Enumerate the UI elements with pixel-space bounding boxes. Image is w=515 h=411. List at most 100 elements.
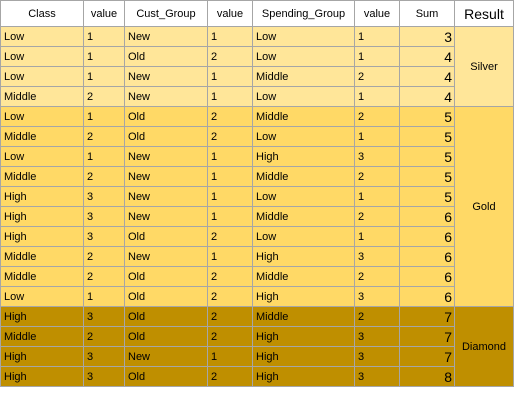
spending-group-cell[interactable]: Middle — [252, 306, 355, 327]
class-cell[interactable]: Middle — [0, 266, 84, 287]
cust-group-cell[interactable]: New — [124, 146, 208, 167]
cust-group-value-cell[interactable]: 2 — [207, 226, 253, 247]
cust-group-value-cell[interactable]: 1 — [207, 146, 253, 167]
cust-group-value-cell[interactable]: 2 — [207, 326, 253, 347]
spending-group-value-cell[interactable]: 3 — [354, 286, 400, 307]
cust-group-value-cell[interactable]: 2 — [207, 266, 253, 287]
spending-group-value-cell[interactable]: 1 — [354, 86, 400, 107]
cust-group-cell[interactable]: New — [124, 166, 208, 187]
cust-group-cell[interactable]: Old — [124, 326, 208, 347]
cust-group-value-cell[interactable]: 2 — [207, 106, 253, 127]
header-spending-group[interactable]: Spending_Group — [252, 0, 355, 27]
sum-cell[interactable]: 4 — [399, 66, 455, 87]
class-value-cell[interactable]: 3 — [83, 206, 125, 227]
class-cell[interactable]: Low — [0, 146, 84, 167]
cust-group-cell[interactable]: New — [124, 86, 208, 107]
result-cell-gold[interactable]: Gold — [454, 106, 514, 307]
cust-group-cell[interactable]: New — [124, 186, 208, 207]
header-class-value[interactable]: value — [83, 0, 125, 27]
class-value-cell[interactable]: 3 — [83, 346, 125, 367]
spending-group-value-cell[interactable]: 3 — [354, 346, 400, 367]
spending-group-cell[interactable]: High — [252, 146, 355, 167]
class-cell[interactable]: High — [0, 186, 84, 207]
spending-group-cell[interactable]: High — [252, 346, 355, 367]
spending-group-value-cell[interactable]: 1 — [354, 26, 400, 47]
cust-group-cell[interactable]: New — [124, 246, 208, 267]
cust-group-cell[interactable]: Old — [124, 366, 208, 387]
spending-group-value-cell[interactable]: 2 — [354, 166, 400, 187]
cust-group-value-cell[interactable]: 2 — [207, 126, 253, 147]
class-value-cell[interactable]: 3 — [83, 186, 125, 207]
class-value-cell[interactable]: 1 — [83, 46, 125, 67]
header-result[interactable]: Result — [454, 0, 514, 27]
spending-group-cell[interactable]: Low — [252, 226, 355, 247]
spending-group-cell[interactable]: High — [252, 366, 355, 387]
cust-group-value-cell[interactable]: 2 — [207, 286, 253, 307]
sum-cell[interactable]: 5 — [399, 166, 455, 187]
header-sum[interactable]: Sum — [399, 0, 455, 27]
spending-group-value-cell[interactable]: 1 — [354, 126, 400, 147]
sum-cell[interactable]: 7 — [399, 346, 455, 367]
spending-group-cell[interactable]: High — [252, 246, 355, 267]
class-value-cell[interactable]: 3 — [83, 306, 125, 327]
cust-group-value-cell[interactable]: 1 — [207, 186, 253, 207]
class-cell[interactable]: High — [0, 206, 84, 227]
cust-group-cell[interactable]: Old — [124, 106, 208, 127]
sum-cell[interactable]: 6 — [399, 246, 455, 267]
cust-group-value-cell[interactable]: 1 — [207, 246, 253, 267]
cust-group-value-cell[interactable]: 2 — [207, 306, 253, 327]
spending-group-cell[interactable]: Middle — [252, 66, 355, 87]
sum-cell[interactable]: 6 — [399, 286, 455, 307]
header-class[interactable]: Class — [0, 0, 84, 27]
sum-cell[interactable]: 6 — [399, 206, 455, 227]
sum-cell[interactable]: 5 — [399, 126, 455, 147]
spending-group-cell[interactable]: Low — [252, 46, 355, 67]
spending-group-cell[interactable]: Low — [252, 26, 355, 47]
class-value-cell[interactable]: 3 — [83, 226, 125, 247]
cust-group-value-cell[interactable]: 1 — [207, 26, 253, 47]
class-cell[interactable]: Low — [0, 26, 84, 47]
cust-group-cell[interactable]: New — [124, 26, 208, 47]
class-cell[interactable]: Low — [0, 66, 84, 87]
spending-group-value-cell[interactable]: 1 — [354, 226, 400, 247]
cust-group-value-cell[interactable]: 2 — [207, 46, 253, 67]
class-cell[interactable]: High — [0, 226, 84, 247]
class-cell[interactable]: Low — [0, 286, 84, 307]
sum-cell[interactable]: 7 — [399, 326, 455, 347]
class-value-cell[interactable]: 2 — [83, 326, 125, 347]
class-cell[interactable]: High — [0, 346, 84, 367]
class-value-cell[interactable]: 1 — [83, 106, 125, 127]
header-spending-group-value[interactable]: value — [354, 0, 400, 27]
class-value-cell[interactable]: 1 — [83, 146, 125, 167]
cust-group-cell[interactable]: Old — [124, 266, 208, 287]
sum-cell[interactable]: 8 — [399, 366, 455, 387]
class-cell[interactable]: High — [0, 306, 84, 327]
sum-cell[interactable]: 6 — [399, 226, 455, 247]
cust-group-value-cell[interactable]: 1 — [207, 346, 253, 367]
cust-group-value-cell[interactable]: 1 — [207, 86, 253, 107]
cust-group-cell[interactable]: Old — [124, 126, 208, 147]
spending-group-value-cell[interactable]: 2 — [354, 66, 400, 87]
class-cell[interactable]: Middle — [0, 166, 84, 187]
cust-group-cell[interactable]: Old — [124, 46, 208, 67]
class-cell[interactable]: Low — [0, 106, 84, 127]
class-cell[interactable]: Middle — [0, 126, 84, 147]
spending-group-cell[interactable]: High — [252, 326, 355, 347]
cust-group-value-cell[interactable]: 1 — [207, 166, 253, 187]
cust-group-value-cell[interactable]: 1 — [207, 206, 253, 227]
spending-group-value-cell[interactable]: 1 — [354, 46, 400, 67]
spending-group-cell[interactable]: High — [252, 286, 355, 307]
sum-cell[interactable]: 4 — [399, 46, 455, 67]
spending-group-cell[interactable]: Low — [252, 86, 355, 107]
cust-group-cell[interactable]: New — [124, 66, 208, 87]
header-cust-group[interactable]: Cust_Group — [124, 0, 208, 27]
spending-group-value-cell[interactable]: 3 — [354, 146, 400, 167]
spending-group-cell[interactable]: Low — [252, 126, 355, 147]
sum-cell[interactable]: 5 — [399, 106, 455, 127]
class-cell[interactable]: Low — [0, 46, 84, 67]
cust-group-value-cell[interactable]: 1 — [207, 66, 253, 87]
class-value-cell[interactable]: 2 — [83, 246, 125, 267]
spending-group-value-cell[interactable]: 2 — [354, 306, 400, 327]
spending-group-value-cell[interactable]: 1 — [354, 186, 400, 207]
cust-group-value-cell[interactable]: 2 — [207, 366, 253, 387]
